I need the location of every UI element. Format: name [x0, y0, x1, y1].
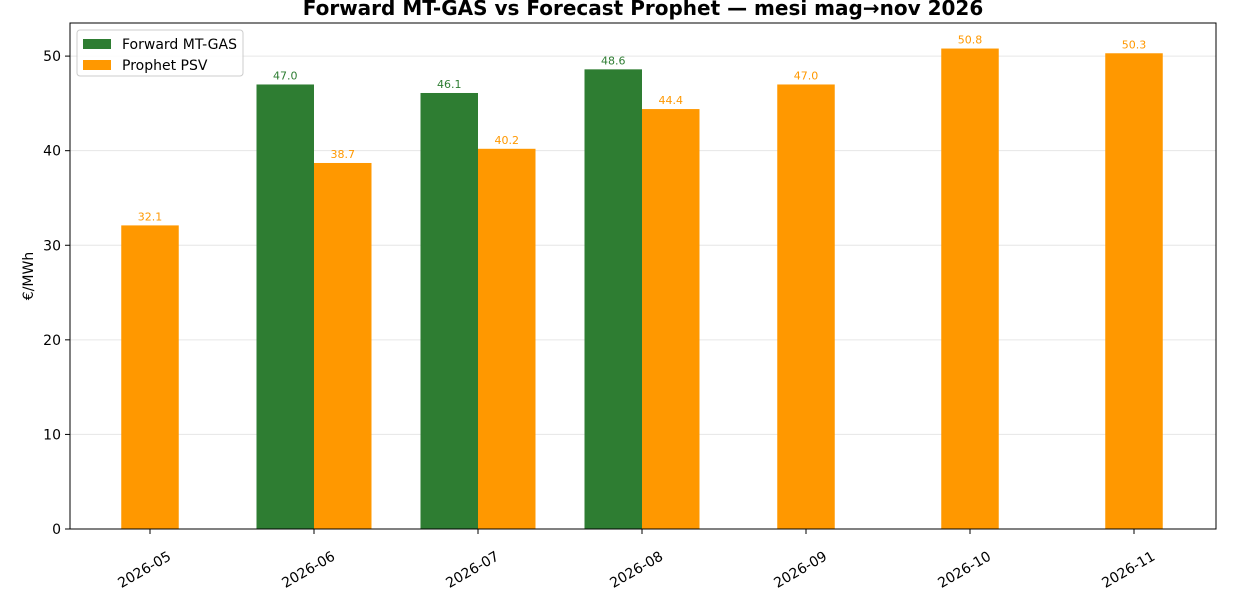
- y-tick-label: 50: [43, 49, 61, 65]
- bar: [420, 92, 478, 530]
- legend-swatch: [83, 39, 111, 49]
- bar: [314, 162, 372, 529]
- y-tick-label: 20: [43, 333, 61, 349]
- bar: [642, 109, 700, 529]
- y-tick-label: 10: [43, 427, 61, 443]
- data-label: 50.3: [1122, 38, 1147, 51]
- data-labels: 32.1 47.0 38.7 46.1 40.2 48.6 44.4 47.0 50.8 50.3: [138, 34, 1147, 224]
- legend-label: Forward MT-GAS: [122, 37, 237, 53]
- data-label: 47.0: [273, 69, 298, 82]
- legend-swatch: [83, 60, 111, 70]
- data-label: 50.8: [958, 34, 983, 47]
- data-label: 40.2: [495, 134, 520, 147]
- data-label: 38.7: [331, 148, 356, 161]
- bar: [478, 148, 536, 529]
- bar: [121, 225, 179, 529]
- plot-frame: [69, 22, 1217, 530]
- bar: [256, 84, 314, 530]
- x-tick-label: 2026-11: [1099, 549, 1158, 592]
- x-tick-label: 2026-10: [935, 549, 994, 592]
- y-axis: 0 10 20 30 40 50: [43, 49, 70, 538]
- x-tick-label: 2026-09: [771, 549, 830, 592]
- data-label: 46.1: [437, 78, 462, 91]
- y-tick-label: 40: [43, 144, 61, 160]
- data-label: 44.4: [659, 94, 684, 107]
- data-label: 32.1: [138, 210, 163, 223]
- x-tick-label: 2026-07: [443, 549, 502, 592]
- legend: Forward MT-GAS Prophet PSV: [76, 29, 244, 77]
- x-tick-label: 2026-06: [279, 549, 338, 592]
- legend-box: [76, 29, 244, 77]
- x-axis: 2026-05 2026-06 2026-07 2026-08 2026-09 2026-…: [115, 529, 1158, 592]
- legend-label: Prophet PSV: [122, 58, 208, 74]
- bar: [941, 48, 999, 530]
- bars: [121, 48, 1163, 530]
- bar: [584, 69, 642, 529]
- data-label: 48.6: [601, 54, 626, 67]
- bar: [1105, 53, 1163, 530]
- bar: [777, 84, 835, 530]
- data-label: 47.0: [794, 69, 819, 82]
- y-tick-label: 0: [52, 522, 61, 538]
- chart-title: Forward MT-GAS vs Forecast Prophet — mes…: [303, 0, 984, 20]
- y-axis-label: €/MWh: [21, 252, 37, 300]
- x-tick-label: 2026-08: [607, 549, 666, 592]
- x-tick-label: 2026-05: [115, 549, 174, 592]
- y-tick-label: 30: [43, 238, 61, 254]
